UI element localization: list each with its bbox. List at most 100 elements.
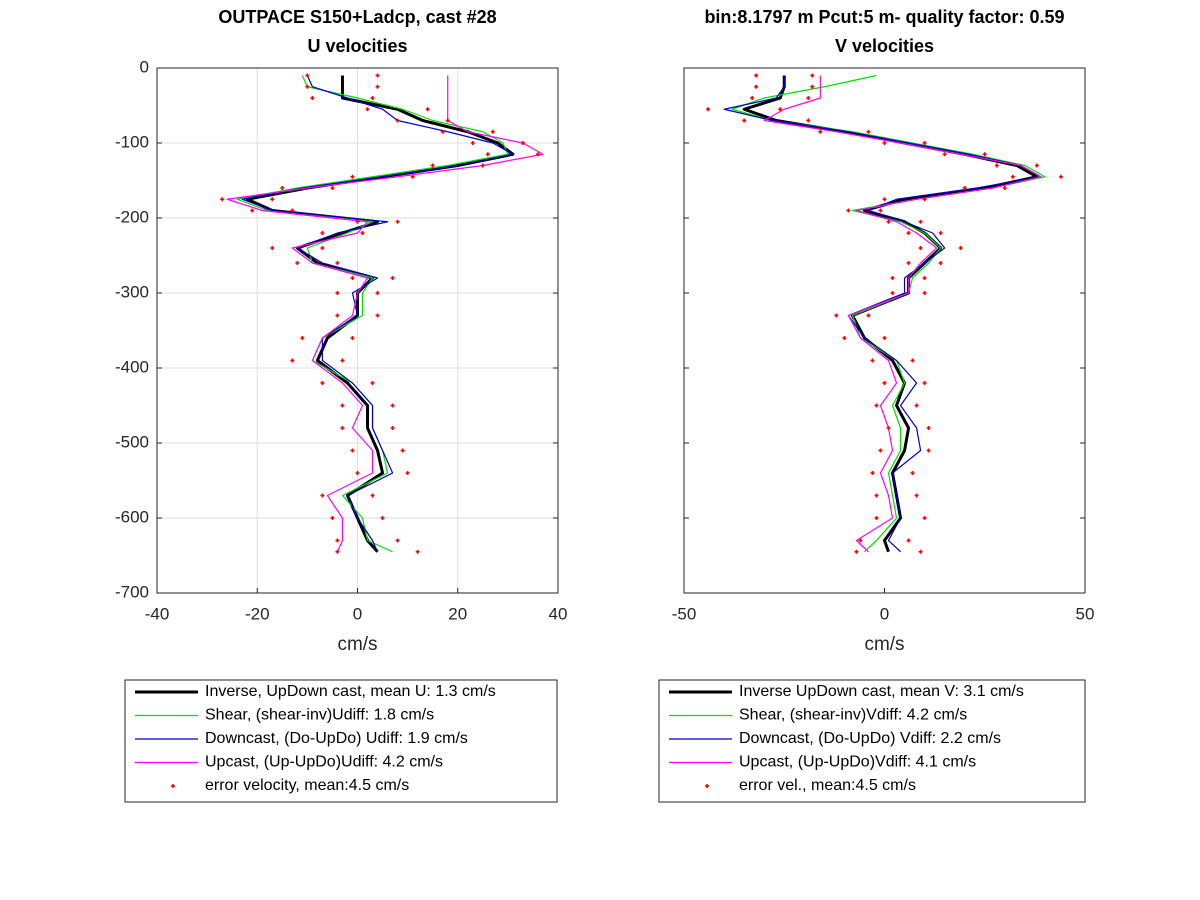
error-dot bbox=[938, 261, 943, 265]
error-dot bbox=[350, 336, 355, 340]
x-tick-label: 50 bbox=[1076, 604, 1095, 623]
error-dot bbox=[305, 73, 310, 78]
error-dot bbox=[874, 493, 879, 498]
error-dot bbox=[810, 84, 815, 89]
legend-label: Downcast, (Do-UpDo) Vdiff: 2.2 cm/s bbox=[739, 730, 1001, 747]
axes-box bbox=[683, 67, 1086, 594]
error-dot bbox=[430, 163, 435, 168]
error-dot bbox=[350, 174, 355, 179]
error-dot bbox=[922, 276, 927, 280]
error-dot bbox=[870, 358, 875, 363]
error-dot bbox=[395, 538, 400, 543]
x-tick-label: -40 bbox=[145, 604, 170, 623]
error-dot bbox=[415, 549, 420, 554]
error-dot bbox=[305, 84, 310, 89]
legend-label: Upcast, (Up-UpDo)Vdiff: 4.1 cm/s bbox=[739, 754, 976, 771]
error-dot bbox=[910, 471, 915, 475]
error-dot bbox=[926, 426, 931, 430]
error-dot bbox=[842, 336, 847, 340]
error-dot bbox=[754, 73, 759, 78]
x-tick-label: 40 bbox=[549, 604, 568, 623]
error-dot bbox=[390, 403, 395, 408]
x-tick-label: 20 bbox=[448, 604, 467, 623]
error-dot bbox=[380, 516, 385, 520]
error-dot bbox=[335, 291, 340, 295]
error-dot bbox=[270, 197, 275, 202]
series-line bbox=[241, 75, 514, 552]
error-dot bbox=[922, 197, 927, 202]
error-dot bbox=[858, 538, 863, 543]
error-dot bbox=[470, 141, 475, 145]
x-axis-label: cm/s bbox=[337, 634, 377, 655]
legend-box bbox=[124, 679, 558, 803]
error-dot bbox=[270, 246, 275, 250]
error-dot bbox=[918, 549, 923, 554]
legend-marker bbox=[171, 784, 175, 788]
error-dot bbox=[330, 186, 335, 190]
error-dot bbox=[922, 381, 927, 385]
series-line bbox=[723, 75, 1042, 553]
error-dot bbox=[335, 313, 340, 318]
error-dot bbox=[810, 73, 815, 78]
error-dot bbox=[906, 231, 911, 235]
error-dot bbox=[1058, 174, 1063, 179]
error-dot bbox=[375, 73, 380, 78]
error-dot bbox=[335, 538, 340, 543]
error-dot bbox=[854, 549, 859, 554]
error-dot bbox=[340, 358, 345, 363]
error-dot bbox=[360, 231, 365, 235]
y-tick-label: -700 bbox=[115, 582, 149, 601]
error-dot bbox=[370, 493, 375, 498]
error-dot bbox=[806, 96, 811, 100]
error-dot bbox=[350, 276, 355, 280]
error-dot bbox=[390, 426, 395, 430]
legend-label: Inverse UpDown cast, mean V: 3.1 cm/s bbox=[739, 683, 1024, 700]
error-dot bbox=[405, 471, 410, 475]
legend-label: error velocity, mean:4.5 cm/s bbox=[205, 777, 409, 794]
error-dot bbox=[818, 129, 823, 134]
series-line bbox=[226, 75, 544, 552]
error-dot bbox=[300, 336, 305, 340]
y-tick-label: 0 bbox=[140, 57, 149, 76]
error-dot bbox=[250, 208, 255, 213]
error-dot bbox=[410, 174, 415, 179]
error-dot bbox=[958, 246, 963, 250]
error-dot bbox=[754, 84, 759, 89]
error-dot bbox=[882, 141, 887, 145]
error-dot bbox=[490, 129, 495, 134]
error-dot bbox=[295, 261, 300, 265]
y-tick-label: -200 bbox=[115, 207, 149, 226]
legend-label: error vel., mean:4.5 cm/s bbox=[739, 777, 916, 794]
error-dot bbox=[290, 208, 295, 213]
error-dot bbox=[280, 186, 285, 190]
error-dot bbox=[400, 448, 405, 453]
error-dot bbox=[485, 152, 490, 157]
error-dot bbox=[1002, 186, 1007, 190]
error-dot bbox=[335, 261, 340, 265]
series-line bbox=[763, 75, 1042, 553]
error-dot bbox=[340, 403, 345, 408]
y-tick-label: -100 bbox=[115, 132, 149, 151]
error-dot bbox=[390, 276, 395, 280]
error-dot bbox=[375, 291, 380, 295]
error-dot bbox=[994, 163, 999, 168]
error-dot bbox=[445, 118, 450, 123]
error-dot bbox=[914, 493, 919, 498]
error-dot bbox=[365, 107, 370, 112]
error-dot bbox=[882, 197, 887, 202]
error-dot bbox=[906, 538, 911, 543]
error-dot bbox=[520, 141, 525, 145]
error-dot bbox=[742, 118, 747, 123]
error-dot bbox=[340, 426, 345, 430]
legend-label: Downcast, (Do-UpDo) Udiff: 1.9 cm/s bbox=[205, 730, 468, 747]
error-dot bbox=[874, 403, 879, 408]
error-dot bbox=[834, 313, 839, 318]
series-line bbox=[731, 74, 1046, 553]
legend-label: Shear, (shear-inv)Udiff: 1.8 cm/s bbox=[205, 707, 434, 724]
error-dot bbox=[866, 129, 871, 134]
chart-subtitle: V velocities bbox=[835, 36, 934, 56]
x-tick-label: -20 bbox=[245, 604, 270, 623]
legend-label: Shear, (shear-inv)Vdiff: 4.2 cm/s bbox=[739, 707, 967, 724]
y-tick-label: -300 bbox=[115, 282, 149, 301]
y-tick-label: -600 bbox=[115, 507, 149, 526]
